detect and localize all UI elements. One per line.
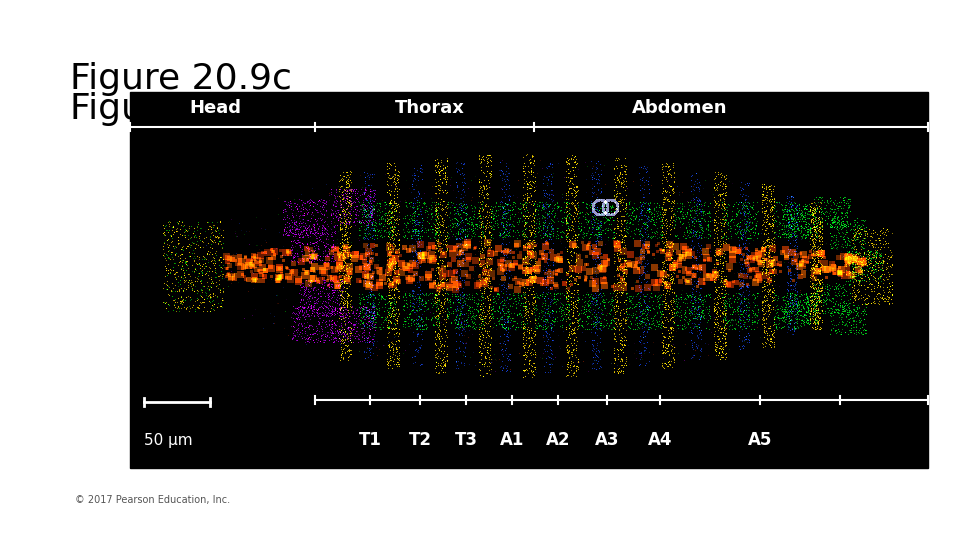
Text: Figure 20.9c: Figure 20.9c: [70, 92, 292, 126]
Text: A3: A3: [595, 431, 619, 449]
Text: Figure 20.9c: Figure 20.9c: [70, 62, 292, 96]
Bar: [130, 92, 928, 468]
Text: T2: T2: [409, 431, 431, 449]
Text: A5: A5: [748, 431, 772, 449]
Text: T3: T3: [454, 431, 477, 449]
Text: Thorax: Thorax: [396, 99, 465, 117]
Text: Head: Head: [189, 99, 241, 117]
Text: © 2017 Pearson Education, Inc.: © 2017 Pearson Education, Inc.: [75, 495, 230, 505]
Text: A1: A1: [500, 431, 524, 449]
Text: 50 μm: 50 μm: [144, 433, 193, 448]
Text: A4: A4: [648, 431, 672, 449]
Text: T1: T1: [359, 431, 381, 449]
Text: A2: A2: [545, 431, 570, 449]
Text: Abdomen: Abdomen: [633, 99, 728, 117]
